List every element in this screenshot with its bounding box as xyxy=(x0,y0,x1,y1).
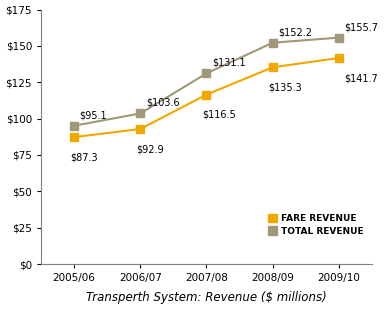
Text: $116.5: $116.5 xyxy=(202,110,236,120)
Legend: FARE REVENUE, TOTAL REVENUE: FARE REVENUE, TOTAL REVENUE xyxy=(264,210,367,239)
FARE REVENUE xyxy=(336,56,341,60)
Text: $141.7: $141.7 xyxy=(344,73,378,83)
FARE REVENUE xyxy=(72,135,77,139)
Text: $135.3: $135.3 xyxy=(269,82,302,93)
Text: $155.7: $155.7 xyxy=(344,22,378,32)
TOTAL REVENUE xyxy=(204,72,209,75)
Line: FARE REVENUE: FARE REVENUE xyxy=(70,54,343,141)
Text: $95.1: $95.1 xyxy=(80,110,107,120)
Text: $92.9: $92.9 xyxy=(136,144,164,154)
TOTAL REVENUE xyxy=(72,124,77,128)
FARE REVENUE xyxy=(271,65,275,69)
Text: $152.2: $152.2 xyxy=(278,27,312,37)
TOTAL REVENUE xyxy=(336,36,341,39)
Text: $87.3: $87.3 xyxy=(70,153,98,162)
Text: $103.6: $103.6 xyxy=(146,98,180,108)
TOTAL REVENUE xyxy=(271,41,275,45)
X-axis label: Transperth System: Revenue ($ millions): Transperth System: Revenue ($ millions) xyxy=(86,291,327,304)
Text: $131.1: $131.1 xyxy=(212,58,246,68)
TOTAL REVENUE xyxy=(138,112,143,115)
FARE REVENUE xyxy=(138,127,143,131)
FARE REVENUE xyxy=(204,93,209,96)
Line: TOTAL REVENUE: TOTAL REVENUE xyxy=(70,33,343,130)
